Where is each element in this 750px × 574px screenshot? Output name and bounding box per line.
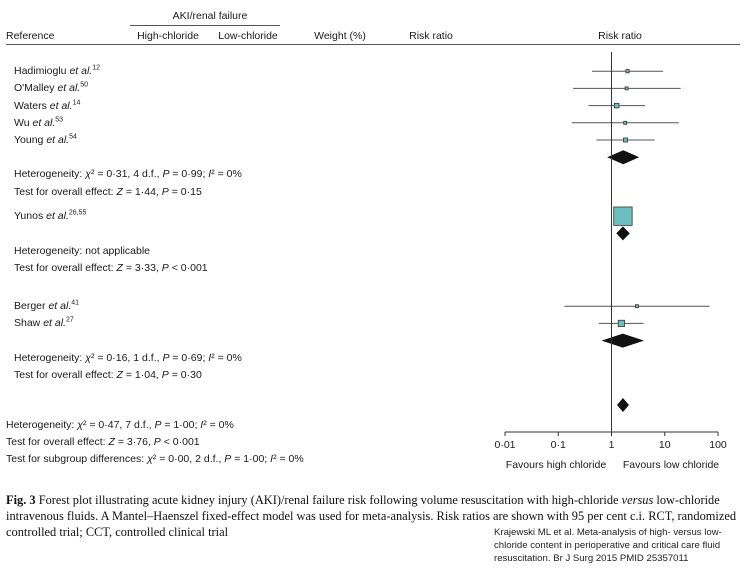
col-header-low-chloride: Low-chloride xyxy=(218,30,278,42)
study-reference: Hadimioglu et al.12 xyxy=(14,64,101,78)
study-author: Yunos xyxy=(14,210,47,223)
study-citation: 54 xyxy=(69,133,77,141)
figure-number: Fig. 3 xyxy=(6,493,36,507)
favours-high-label: Favours high chloride xyxy=(505,459,607,471)
study-citation: 12 xyxy=(92,64,101,72)
figure-caption-text: Forest plot illustrating acute kidney in… xyxy=(6,493,737,539)
study-reference: Wu et al.53 xyxy=(14,116,64,129)
study-etal: et al. xyxy=(46,210,69,223)
study-reference: Waters et al.14 xyxy=(14,99,81,112)
total-diamond xyxy=(617,398,629,412)
x-tick-label: 0·1 xyxy=(550,439,566,451)
study-point-box xyxy=(625,69,630,74)
subtotal-diamond xyxy=(601,333,644,348)
study-reference: Yunos et al.26,55 xyxy=(14,209,87,223)
forest-plot xyxy=(504,52,719,436)
figure-caption: Fig. 3 Forest plot illustrating acute ki… xyxy=(6,492,744,540)
col-header-weight: Weight (%) xyxy=(314,30,366,42)
study-point-box xyxy=(624,86,629,91)
col-header-high-chloride: High-chloride xyxy=(137,30,199,42)
favours-low-label: Favours low chloride xyxy=(622,459,720,471)
groups.0.heterogeneity: Heterogeneity: χ² = 0·31, 4 d.f., P = 0·… xyxy=(14,168,242,181)
study-author: O'Malley xyxy=(14,82,58,95)
header-rule xyxy=(6,44,740,45)
study-citation: 53 xyxy=(55,116,64,124)
study-etal: et al. xyxy=(48,300,72,313)
study-author: Shaw xyxy=(14,317,44,330)
col-header-risk-ratio: Risk ratio xyxy=(409,30,453,42)
groups.2.overall: Test for overall effect: Z = 1·04, P = 0… xyxy=(14,369,202,381)
study-point-box xyxy=(623,120,628,125)
group-header-aki: AKI/renal failure xyxy=(172,10,248,22)
study-etal: et al. xyxy=(32,116,56,129)
study-point-box xyxy=(635,304,639,309)
groups.1.heterogeneity: Heterogeneity: not applicable xyxy=(14,244,151,257)
study-author: Berger xyxy=(14,300,49,313)
study-author: Waters xyxy=(14,99,50,112)
study-citation: 50 xyxy=(80,81,88,89)
study-citation: 14 xyxy=(72,99,81,107)
study-author: Wu xyxy=(14,116,33,129)
study-etal: et al. xyxy=(57,82,81,95)
footer.2: Test for subgroup differences: χ² = 0·00… xyxy=(6,453,304,466)
study-citation: 41 xyxy=(71,299,79,307)
study-reference: Berger et al.41 xyxy=(14,299,79,313)
study-citation: 27 xyxy=(65,316,74,324)
study-author: Young xyxy=(14,134,47,146)
subtotal-diamond xyxy=(607,150,640,165)
footer.0: Heterogeneity: χ² = 0·47, 7 d.f., P = 1·… xyxy=(6,419,234,431)
study-citation: 26,55 xyxy=(68,209,87,217)
groups.1.overall: Test for overall effect: Z = 3·33, P < 0… xyxy=(14,261,208,274)
study-point-box xyxy=(613,102,620,109)
x-tick-label: 100 xyxy=(709,439,727,451)
subtotal-diamond xyxy=(616,226,630,241)
study-point-box xyxy=(613,206,633,226)
x-tick-label: 0·01 xyxy=(494,439,516,451)
x-tick-label: 1 xyxy=(608,439,615,451)
study-reference: Young et al.54 xyxy=(14,133,77,147)
col-header-reference: Reference xyxy=(6,30,55,42)
study-etal: et al. xyxy=(43,317,66,330)
citation-credit: Krajewski ML et al. Meta-analysis of hig… xyxy=(494,527,722,564)
study-reference: O'Malley et al.50 xyxy=(14,81,88,95)
study-point-box xyxy=(617,319,625,327)
study-point-box xyxy=(623,137,628,143)
study-etal: et al. xyxy=(46,134,70,146)
study-reference: Shaw et al.27 xyxy=(14,316,74,330)
groups.0.overall: Test for overall effect: Z = 1·44, P = 0… xyxy=(14,185,202,198)
col-header-plot-risk-ratio: Risk ratio xyxy=(598,30,642,42)
study-etal: et al. xyxy=(69,65,93,78)
study-etal: et al. xyxy=(49,99,73,112)
study-author: Hadimioglu xyxy=(14,65,70,78)
groups.2.heterogeneity: Heterogeneity: χ² = 0·16, 1 d.f., P = 0·… xyxy=(14,351,242,364)
group-header-rule xyxy=(130,25,280,26)
x-tick-label: 10 xyxy=(658,439,671,451)
footer.1: Test for overall effect: Z = 3·76, P < 0… xyxy=(6,436,200,449)
